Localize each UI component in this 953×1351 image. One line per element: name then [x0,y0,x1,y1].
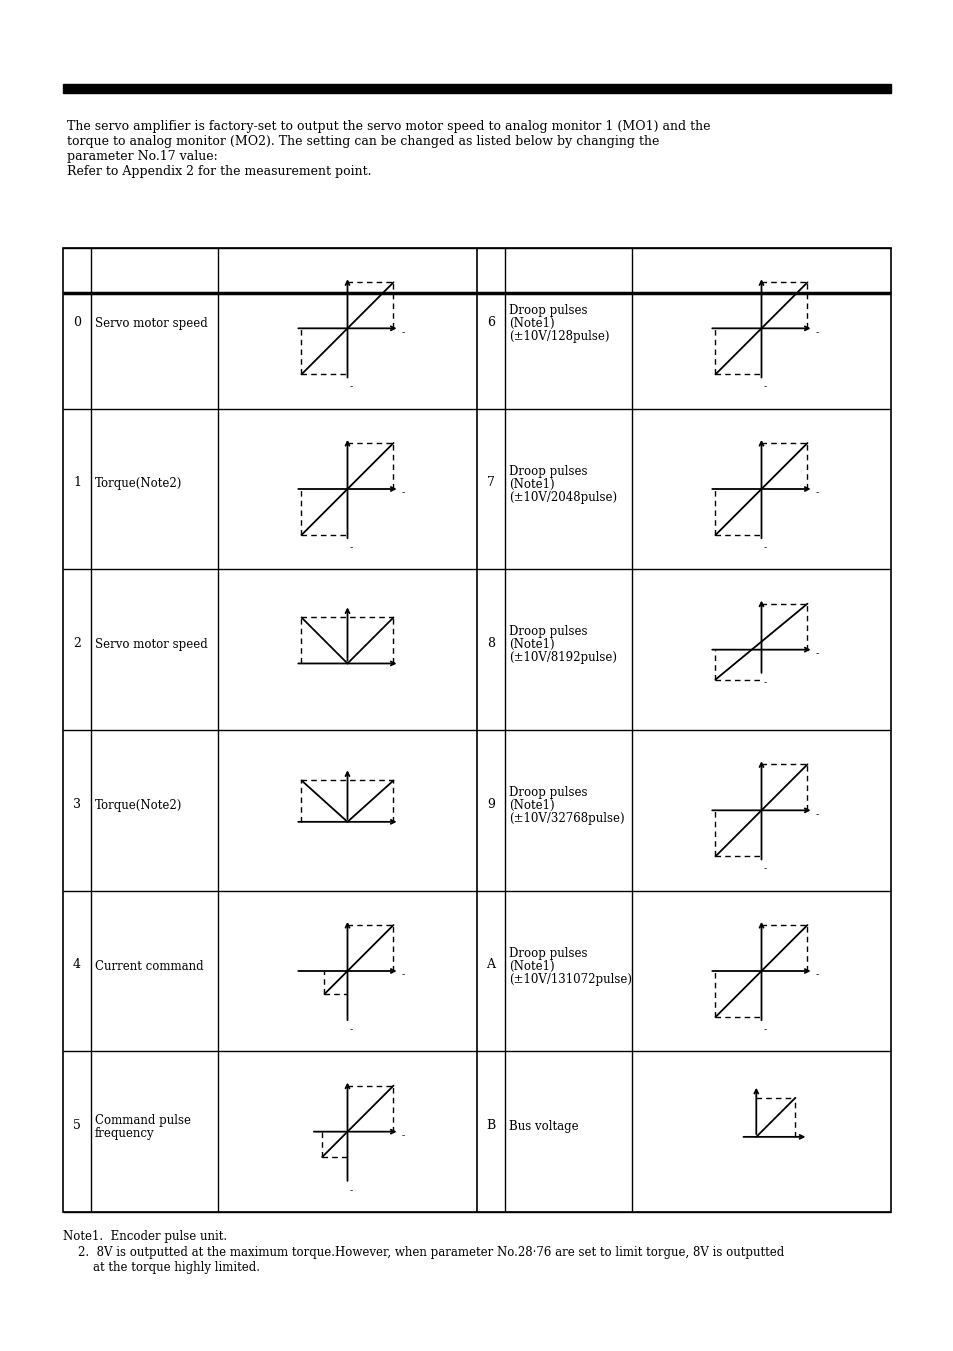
Text: Droop pulses: Droop pulses [509,465,587,477]
Text: 1: 1 [73,477,81,489]
Text: (Note1): (Note1) [509,638,554,651]
Text: Droop pulses: Droop pulses [509,947,587,959]
Text: 0: 0 [73,316,81,328]
Text: Droop pulses: Droop pulses [509,304,587,317]
Text: frequency: frequency [95,1127,154,1140]
Text: -: - [401,970,404,979]
Text: Note1.  Encoder pulse unit.: Note1. Encoder pulse unit. [63,1229,227,1243]
Text: 7: 7 [487,477,495,489]
Text: (Note1): (Note1) [509,477,554,490]
Text: Servo motor speed: Servo motor speed [95,638,208,651]
Text: 3: 3 [73,798,81,811]
Text: (±10V/131072pulse): (±10V/131072pulse) [509,973,631,985]
Text: 2: 2 [73,638,81,650]
Text: -: - [762,382,766,392]
Text: 8: 8 [486,638,495,650]
Text: -: - [815,328,818,336]
Text: parameter No.17 value:: parameter No.17 value: [67,150,217,163]
Text: Refer to Appendix 2 for the measurement point.: Refer to Appendix 2 for the measurement … [67,165,371,178]
Text: Command pulse: Command pulse [95,1113,191,1127]
Text: The servo amplifier is factory-set to output the servo motor speed to analog mon: The servo amplifier is factory-set to ou… [67,120,710,132]
Text: (±10V/2048pulse): (±10V/2048pulse) [509,490,617,504]
Text: -: - [762,865,766,873]
Text: -: - [815,650,818,658]
Text: (±10V/128pulse): (±10V/128pulse) [509,330,609,343]
Text: Droop pulses: Droop pulses [509,626,587,638]
Text: (±10V/8192pulse): (±10V/8192pulse) [509,651,617,665]
Text: torque to analog monitor (MO2). The setting can be changed as listed below by ch: torque to analog monitor (MO2). The sett… [67,135,659,149]
Bar [63,249,890,1212]
Text: B: B [486,1119,496,1132]
Text: -: - [349,1025,353,1034]
Text: -: - [349,382,353,392]
Text: -: - [762,1025,766,1034]
Text: Droop pulses: Droop pulses [509,786,587,798]
Text: -: - [401,489,404,497]
Text: -: - [815,809,818,819]
Text: Servo motor speed: Servo motor speed [95,317,208,330]
Text: Bus voltage: Bus voltage [509,1120,578,1133]
Bar [63,84,890,93]
Text: -: - [815,489,818,497]
Text: 4: 4 [73,958,81,971]
Text: (Note1): (Note1) [509,959,554,973]
Text: A: A [486,958,495,971]
Text: Current command: Current command [95,959,203,973]
Text: (±10V/32768pulse): (±10V/32768pulse) [509,812,624,825]
Text: Torque(Note2): Torque(Note2) [95,477,182,490]
Text: 5: 5 [73,1119,81,1132]
Text: -: - [401,328,404,336]
Text: -: - [401,1131,404,1140]
Text: -: - [762,543,766,553]
Text: (Note1): (Note1) [509,317,554,330]
Text: -: - [349,1186,353,1194]
Text: (Note1): (Note1) [509,798,554,812]
Text: -: - [349,543,353,553]
Text: 9: 9 [487,798,495,811]
Text: 2.  8V is outputted at the maximum torque.However, when parameter No.28·76 are s: 2. 8V is outputted at the maximum torque… [63,1246,783,1274]
Text: 6: 6 [486,316,495,328]
Text: -: - [815,970,818,979]
Text: Torque(Note2): Torque(Note2) [95,798,182,812]
Text: -: - [762,678,766,686]
